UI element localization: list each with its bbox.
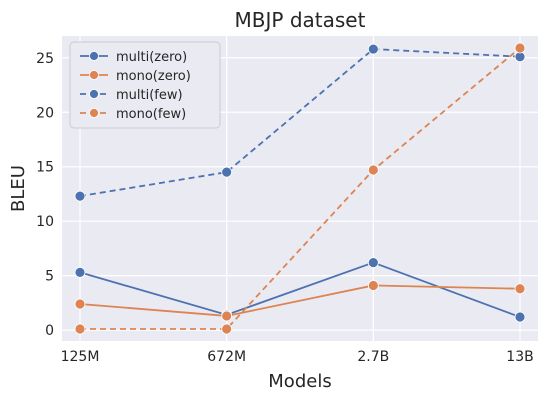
legend-label: mono(few) <box>116 107 186 122</box>
legend-marker <box>89 108 99 118</box>
legend-label: mono(zero) <box>116 69 191 84</box>
series-line <box>79 48 521 198</box>
series-mono(few) <box>74 42 526 335</box>
data-point <box>367 257 379 268</box>
data-point <box>221 166 233 178</box>
data-point <box>221 323 233 335</box>
legend-marker <box>89 51 99 61</box>
y-axis-title: BLEU <box>8 165 29 212</box>
data-point <box>74 266 86 278</box>
series-line <box>79 261 521 318</box>
legend-marker <box>89 70 99 80</box>
data-point <box>74 298 86 310</box>
x-axis-title: Models <box>268 371 331 392</box>
series-lines <box>74 42 526 335</box>
y-tick-label: 25 <box>36 51 54 67</box>
y-tick-label: 0 <box>45 323 54 339</box>
legend-marker <box>89 89 99 99</box>
legend-item: mono(few) <box>80 107 186 122</box>
data-point <box>74 323 86 335</box>
data-point <box>74 190 86 202</box>
data-point <box>367 43 379 55</box>
data-point <box>514 311 526 323</box>
legend-frame <box>69 41 221 129</box>
x-tick-label: 672M <box>207 349 246 365</box>
y-tick-label: 5 <box>45 269 54 285</box>
series-multi(few) <box>74 43 526 202</box>
legend-label: multi(zero) <box>116 50 187 65</box>
chart-title: MBJP dataset <box>235 8 366 32</box>
y-tick-label: 15 <box>36 160 54 176</box>
y-tick-label: 20 <box>36 105 54 121</box>
legend-item: mono(zero) <box>80 69 191 84</box>
data-point <box>367 280 379 291</box>
x-tick-label: 13B <box>506 349 533 365</box>
x-tick-label: 2.7B <box>357 349 389 365</box>
data-point <box>514 42 526 54</box>
legend-item: multi(few) <box>80 88 183 103</box>
legend-label: multi(few) <box>116 88 183 103</box>
legend: multi(zero) mono(zero) multi(few) mono(few) <box>69 41 221 129</box>
tick-labels: 0 5 10 15 20 25 125M 672M 2.7B 13B <box>36 51 534 365</box>
data-point <box>221 310 233 322</box>
series-line <box>80 47 521 330</box>
x-tick-label: 125M <box>61 349 100 365</box>
legend-item: multi(zero) <box>80 50 187 65</box>
series-line <box>79 284 521 317</box>
y-tick-label: 10 <box>36 214 54 230</box>
data-point <box>514 283 526 295</box>
series-mono(zero) <box>74 280 526 322</box>
data-point <box>367 164 379 176</box>
